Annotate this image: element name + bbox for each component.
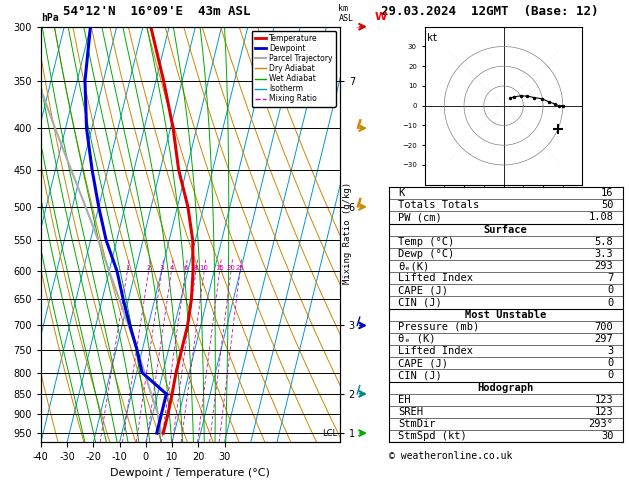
Text: 0: 0 [607, 370, 613, 381]
Text: Mixing Ratio (g/kg): Mixing Ratio (g/kg) [343, 182, 352, 284]
Text: LCL: LCL [322, 429, 337, 437]
Text: 293°: 293° [588, 419, 613, 429]
Text: 50: 50 [601, 200, 613, 210]
Text: 6: 6 [183, 265, 188, 271]
Text: 8: 8 [194, 265, 198, 271]
Text: Most Unstable: Most Unstable [465, 310, 547, 320]
Text: km
ASL: km ASL [338, 4, 353, 23]
Text: W: W [375, 12, 387, 22]
Text: CIN (J): CIN (J) [398, 370, 442, 381]
Text: Hodograph: Hodograph [477, 382, 534, 393]
Text: StmDir: StmDir [398, 419, 435, 429]
Text: hPa: hPa [41, 13, 58, 23]
Text: 15: 15 [215, 265, 224, 271]
Text: CIN (J): CIN (J) [398, 297, 442, 308]
Text: 1.08: 1.08 [588, 212, 613, 223]
Text: K: K [398, 188, 404, 198]
Text: 4: 4 [169, 265, 174, 271]
Text: 3: 3 [160, 265, 164, 271]
Text: kt: kt [426, 33, 438, 43]
Text: StmSpd (kt): StmSpd (kt) [398, 431, 467, 441]
Text: 123: 123 [594, 395, 613, 405]
Text: 7: 7 [607, 273, 613, 283]
Text: Lifted Index: Lifted Index [398, 346, 473, 356]
Text: SREH: SREH [398, 407, 423, 417]
Text: θₑ(K): θₑ(K) [398, 261, 430, 271]
Text: 54°12'N  16°09'E  43m ASL: 54°12'N 16°09'E 43m ASL [63, 5, 250, 18]
Text: 293: 293 [594, 261, 613, 271]
Text: 0: 0 [607, 297, 613, 308]
X-axis label: Dewpoint / Temperature (°C): Dewpoint / Temperature (°C) [110, 468, 270, 478]
Text: 30: 30 [601, 431, 613, 441]
Text: 2: 2 [147, 265, 151, 271]
Text: CAPE (J): CAPE (J) [398, 358, 448, 368]
Legend: Temperature, Dewpoint, Parcel Trajectory, Dry Adiabat, Wet Adiabat, Isotherm, Mi: Temperature, Dewpoint, Parcel Trajectory… [252, 31, 336, 106]
Text: 0: 0 [607, 358, 613, 368]
Text: 16: 16 [601, 188, 613, 198]
Text: CAPE (J): CAPE (J) [398, 285, 448, 295]
Text: 20: 20 [226, 265, 235, 271]
Text: Temp (°C): Temp (°C) [398, 237, 454, 247]
Text: © weatheronline.co.uk: © weatheronline.co.uk [389, 451, 512, 461]
Text: EH: EH [398, 395, 411, 405]
Text: 700: 700 [594, 322, 613, 332]
Text: 3: 3 [607, 346, 613, 356]
Text: 25: 25 [236, 265, 244, 271]
Text: 3.3: 3.3 [594, 249, 613, 259]
Text: 29.03.2024  12GMT  (Base: 12): 29.03.2024 12GMT (Base: 12) [381, 5, 598, 18]
Text: 0: 0 [607, 285, 613, 295]
Text: Totals Totals: Totals Totals [398, 200, 479, 210]
Text: 1: 1 [125, 265, 130, 271]
Text: Surface: Surface [484, 225, 528, 235]
Text: 5.8: 5.8 [594, 237, 613, 247]
Text: PW (cm): PW (cm) [398, 212, 442, 223]
Text: Lifted Index: Lifted Index [398, 273, 473, 283]
Text: Pressure (mb): Pressure (mb) [398, 322, 479, 332]
Text: 10: 10 [199, 265, 209, 271]
Text: 297: 297 [594, 334, 613, 344]
Text: θₑ (K): θₑ (K) [398, 334, 435, 344]
Text: 123: 123 [594, 407, 613, 417]
Text: Dewp (°C): Dewp (°C) [398, 249, 454, 259]
